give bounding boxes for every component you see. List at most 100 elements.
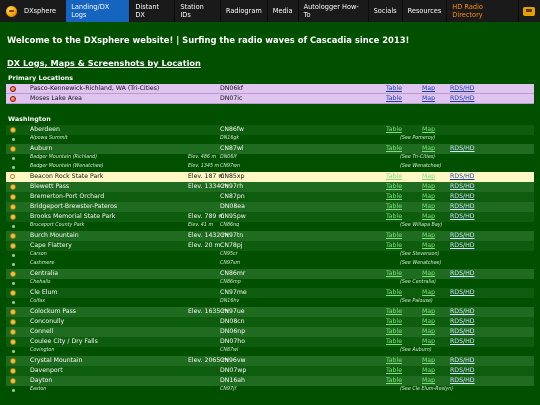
table-link[interactable]: Table: [386, 95, 402, 102]
map-link[interactable]: Map: [422, 270, 436, 277]
see-also-note[interactable]: (See Willapa Bay): [400, 223, 443, 228]
table-link[interactable]: Table: [386, 126, 402, 133]
map-link[interactable]: Map: [422, 213, 436, 220]
nav-landing-dx-logs[interactable]: Landing/DX Logs: [66, 0, 131, 22]
location-name[interactable]: Dayton: [30, 377, 53, 384]
rds-hd-link[interactable]: RDS/HD: [450, 377, 475, 384]
location-name[interactable]: Crystal Mountain: [30, 357, 83, 364]
map-link[interactable]: Map: [422, 95, 436, 102]
map-link[interactable]: Map: [422, 183, 436, 190]
location-name[interactable]: Beacon Rock State Park: [30, 173, 104, 180]
map-link[interactable]: Map: [422, 232, 436, 239]
map-link[interactable]: Map: [422, 367, 436, 374]
map-link[interactable]: Map: [422, 308, 436, 315]
map-link[interactable]: Map: [422, 145, 436, 152]
location-name[interactable]: Bridgeport-Brewster-Pateros: [30, 203, 118, 210]
brand[interactable]: DXsphere: [0, 0, 66, 22]
nav-hd-radio-directory[interactable]: HD Radio Directory: [447, 0, 519, 22]
rds-hd-link[interactable]: RDS/HD: [450, 193, 475, 200]
table-link[interactable]: Table: [386, 232, 402, 239]
location-name[interactable]: Aberdeen: [30, 126, 60, 133]
see-also-note[interactable]: (See Wenatchee): [400, 261, 442, 266]
location-name[interactable]: Moses Lake Area: [30, 95, 82, 102]
nav-resources[interactable]: Resources: [403, 0, 448, 22]
location-name[interactable]: Burch Mountain: [30, 232, 79, 239]
location-name[interactable]: Colockum Pass: [30, 308, 77, 315]
table-link[interactable]: Table: [386, 173, 402, 180]
map-link[interactable]: Map: [422, 193, 436, 200]
see-also-note[interactable]: (See Auburn): [400, 348, 432, 353]
rds-hd-link[interactable]: RDS/HD: [450, 367, 475, 374]
location-name[interactable]: Blewett Pass: [30, 183, 70, 190]
see-also-note[interactable]: (See Palouse): [400, 299, 433, 304]
location-name[interactable]: Cle Elum: [30, 289, 58, 296]
location-name[interactable]: Bremerton-Port Orchard: [30, 193, 105, 200]
nav-autologger-how-to[interactable]: Autologger How-To: [299, 0, 369, 22]
table-link[interactable]: Table: [386, 338, 402, 345]
location-name[interactable]: Conconully: [30, 318, 65, 325]
table-link[interactable]: Table: [386, 289, 402, 296]
rds-hd-link[interactable]: RDS/HD: [450, 357, 475, 364]
map-link[interactable]: Map: [422, 338, 436, 345]
see-also-note[interactable]: (See Cle Elum-Roslyn): [400, 387, 454, 392]
location-name[interactable]: Coulee City / Dry Falls: [30, 338, 98, 345]
rds-hd-link[interactable]: RDS/HD: [450, 213, 475, 220]
table-link[interactable]: Table: [386, 213, 402, 220]
rds-hd-link[interactable]: RDS/HD: [450, 203, 475, 210]
nav-socials[interactable]: Socials: [369, 0, 403, 22]
rds-hd-link[interactable]: RDS/HD: [450, 338, 475, 345]
table-link[interactable]: Table: [386, 308, 402, 315]
rds-hd-link[interactable]: RDS/HD: [450, 242, 475, 249]
rds-hd-link[interactable]: RDS/HD: [450, 145, 475, 152]
rds-hd-link[interactable]: RDS/HD: [450, 232, 475, 239]
rds-hd-link[interactable]: RDS/HD: [450, 85, 475, 92]
see-also-note[interactable]: (See Stevenson): [400, 252, 440, 257]
map-link[interactable]: Map: [422, 377, 436, 384]
nav-media[interactable]: Media: [268, 0, 299, 22]
see-also-note[interactable]: (See Centralia): [400, 280, 436, 285]
table-link[interactable]: Table: [386, 183, 402, 190]
location-name[interactable]: Davenport: [30, 367, 63, 374]
map-link[interactable]: Map: [422, 85, 436, 92]
table-link[interactable]: Table: [386, 242, 402, 249]
download-button[interactable]: [519, 0, 540, 22]
see-also-note[interactable]: (See Pomeroy): [400, 136, 436, 141]
table-link[interactable]: Table: [386, 145, 402, 152]
nav-distant-dx[interactable]: Distant DX: [130, 0, 176, 22]
table-link[interactable]: Table: [386, 357, 402, 364]
rds-hd-link[interactable]: RDS/HD: [450, 289, 475, 296]
rds-hd-link[interactable]: RDS/HD: [450, 308, 475, 315]
rds-hd-link[interactable]: RDS/HD: [450, 328, 475, 335]
map-link[interactable]: Map: [422, 289, 436, 296]
map-link[interactable]: Map: [422, 328, 436, 335]
rds-hd-link[interactable]: RDS/HD: [450, 183, 475, 190]
location-name[interactable]: Centralia: [30, 270, 59, 277]
table-link[interactable]: Table: [386, 377, 402, 384]
location-name[interactable]: Pasco-Kennewick-Richland, WA (Tri-Cities…: [30, 85, 160, 92]
table-link[interactable]: Table: [386, 270, 402, 277]
rds-hd-link[interactable]: RDS/HD: [450, 95, 475, 102]
rds-hd-link[interactable]: RDS/HD: [450, 318, 475, 325]
rds-hd-link[interactable]: RDS/HD: [450, 270, 475, 277]
map-link[interactable]: Map: [422, 357, 436, 364]
map-link[interactable]: Map: [422, 242, 436, 249]
map-link[interactable]: Map: [422, 318, 436, 325]
map-link[interactable]: Map: [422, 203, 436, 210]
map-link[interactable]: Map: [422, 126, 436, 133]
map-link[interactable]: Map: [422, 173, 436, 180]
table-link[interactable]: Table: [386, 318, 402, 325]
table-link[interactable]: Table: [386, 85, 402, 92]
location-name[interactable]: Cape Flattery: [30, 242, 72, 249]
location-name[interactable]: Connell: [30, 328, 54, 335]
nav-radiogram[interactable]: Radiogram: [221, 0, 268, 22]
table-link[interactable]: Table: [386, 328, 402, 335]
location-name[interactable]: Brooks Memorial State Park: [30, 213, 116, 220]
nav-station-ids[interactable]: Station IDs: [175, 0, 221, 22]
table-link[interactable]: Table: [386, 203, 402, 210]
location-name[interactable]: Auburn: [30, 145, 53, 152]
table-link[interactable]: Table: [386, 193, 402, 200]
see-also-note[interactable]: (See Wenatchee): [400, 164, 442, 169]
table-link[interactable]: Table: [386, 367, 402, 374]
rds-hd-link[interactable]: RDS/HD: [450, 173, 475, 180]
see-also-note[interactable]: (See Tri-Cities): [400, 155, 436, 160]
